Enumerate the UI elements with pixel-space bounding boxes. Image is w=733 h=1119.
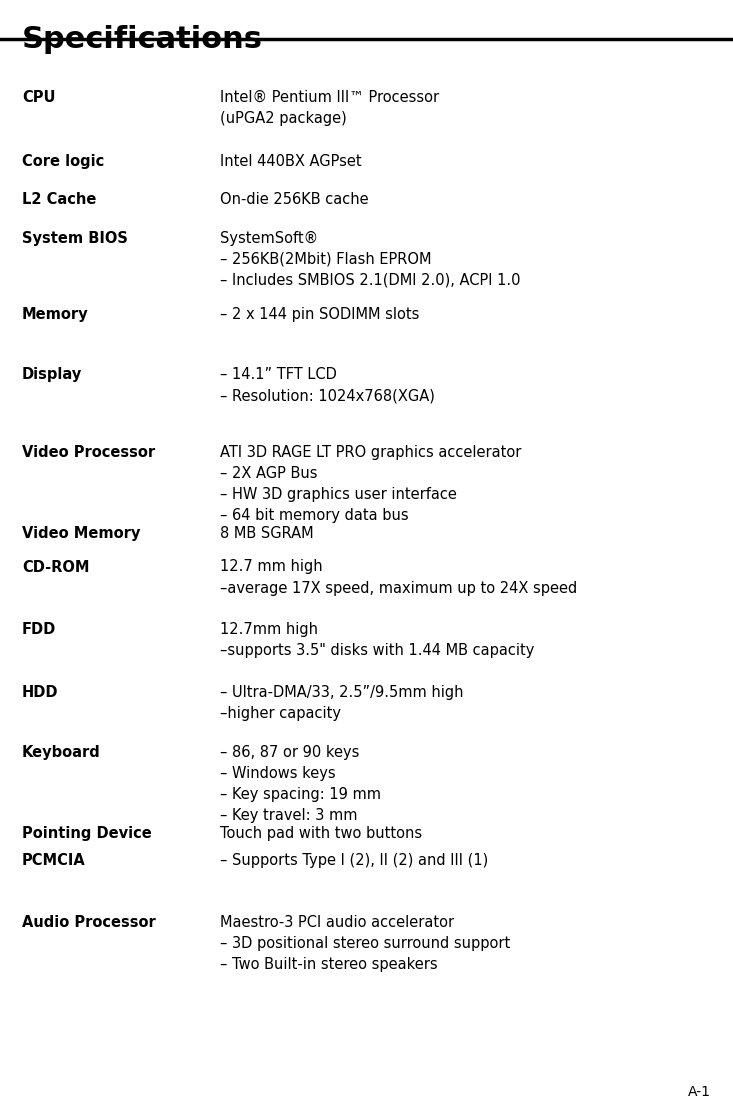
Text: Memory: Memory <box>22 307 89 321</box>
Text: System BIOS: System BIOS <box>22 231 128 245</box>
Text: Video Processor: Video Processor <box>22 445 155 460</box>
Text: CPU: CPU <box>22 90 56 104</box>
Text: ATI 3D RAGE LT PRO graphics accelerator
– 2X AGP Bus
– HW 3D graphics user inter: ATI 3D RAGE LT PRO graphics accelerator … <box>220 445 521 524</box>
Text: Keyboard: Keyboard <box>22 745 100 760</box>
Text: L2 Cache: L2 Cache <box>22 192 96 207</box>
Text: – Ultra-DMA/33, 2.5”/9.5mm high
–higher capacity: – Ultra-DMA/33, 2.5”/9.5mm high –higher … <box>220 685 463 721</box>
Text: FDD: FDD <box>22 622 56 637</box>
Text: 8 MB SGRAM: 8 MB SGRAM <box>220 526 314 540</box>
Text: – 14.1” TFT LCD
– Resolution: 1024x768(XGA): – 14.1” TFT LCD – Resolution: 1024x768(X… <box>220 367 435 403</box>
Text: 12.7 mm high
–average 17X speed, maximum up to 24X speed: 12.7 mm high –average 17X speed, maximum… <box>220 560 577 595</box>
Text: A-1: A-1 <box>688 1084 711 1099</box>
Text: SystemSoft®
– 256KB(2Mbit) Flash EPROM
– Includes SMBIOS 2.1(DMI 2.0), ACPI 1.0: SystemSoft® – 256KB(2Mbit) Flash EPROM –… <box>220 231 520 288</box>
Text: On-die 256KB cache: On-die 256KB cache <box>220 192 369 207</box>
Text: – 86, 87 or 90 keys
– Windows keys
– Key spacing: 19 mm
– Key travel: 3 mm: – 86, 87 or 90 keys – Windows keys – Key… <box>220 745 381 824</box>
Text: Intel 440BX AGPset: Intel 440BX AGPset <box>220 154 361 169</box>
Text: Display: Display <box>22 367 82 382</box>
Text: Intel® Pentium III™ Processor
(uPGA2 package): Intel® Pentium III™ Processor (uPGA2 pac… <box>220 90 439 125</box>
Text: Specifications: Specifications <box>22 25 263 54</box>
Text: Touch pad with two buttons: Touch pad with two buttons <box>220 826 422 840</box>
Text: – Supports Type I (2), II (2) and III (1): – Supports Type I (2), II (2) and III (1… <box>220 853 488 867</box>
Text: Video Memory: Video Memory <box>22 526 140 540</box>
Text: Maestro-3 PCI audio accelerator
– 3D positional stereo surround support
– Two Bu: Maestro-3 PCI audio accelerator – 3D pos… <box>220 915 510 972</box>
Text: HDD: HDD <box>22 685 59 699</box>
Text: 12.7mm high
–supports 3.5" disks with 1.44 MB capacity: 12.7mm high –supports 3.5" disks with 1.… <box>220 622 534 658</box>
Text: Core logic: Core logic <box>22 154 104 169</box>
Text: CD-ROM: CD-ROM <box>22 560 89 574</box>
Text: – 2 x 144 pin SODIMM slots: – 2 x 144 pin SODIMM slots <box>220 307 419 321</box>
Text: PCMCIA: PCMCIA <box>22 853 86 867</box>
Text: Pointing Device: Pointing Device <box>22 826 152 840</box>
Text: Audio Processor: Audio Processor <box>22 915 155 930</box>
